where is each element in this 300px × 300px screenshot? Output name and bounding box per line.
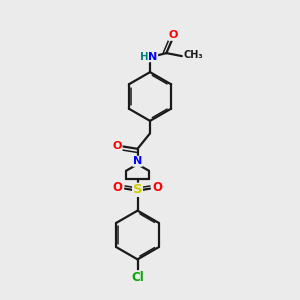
Text: H: H — [140, 52, 149, 62]
Text: CH₃: CH₃ — [183, 50, 203, 60]
Text: N: N — [133, 156, 142, 166]
Text: O: O — [112, 181, 122, 194]
Text: O: O — [153, 181, 163, 194]
Text: O: O — [112, 140, 122, 151]
Text: S: S — [133, 183, 142, 196]
Text: O: O — [169, 30, 178, 40]
Text: Cl: Cl — [131, 271, 144, 284]
Text: N: N — [148, 52, 158, 62]
